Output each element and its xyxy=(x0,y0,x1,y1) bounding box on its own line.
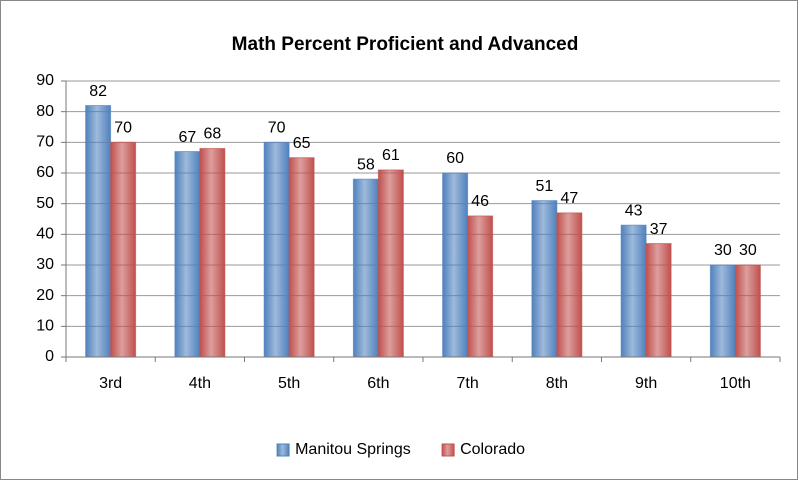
data-label: 58 xyxy=(357,156,375,173)
bar xyxy=(377,169,404,358)
y-tick-label: 50 xyxy=(36,195,54,212)
bar xyxy=(467,215,494,358)
y-tick-label: 20 xyxy=(36,287,54,304)
bar xyxy=(556,212,583,358)
bar xyxy=(442,172,469,358)
legend-swatch xyxy=(276,443,290,457)
y-tick-label: 60 xyxy=(36,164,54,181)
y-tick-label: 80 xyxy=(36,103,54,120)
bar xyxy=(199,147,226,358)
data-label: 46 xyxy=(471,193,489,210)
bar xyxy=(531,200,558,358)
bar xyxy=(352,178,379,358)
y-tick-label: 10 xyxy=(36,318,54,335)
bar xyxy=(620,224,647,358)
data-label: 51 xyxy=(535,178,553,195)
y-tick-label: 0 xyxy=(45,348,54,365)
x-tick-label: 9th xyxy=(635,375,657,392)
bar xyxy=(734,264,761,358)
data-label: 61 xyxy=(382,147,400,164)
x-tick-label: 10th xyxy=(720,375,751,392)
data-label: 67 xyxy=(178,129,196,146)
bar xyxy=(110,141,137,358)
x-tick-label: 4th xyxy=(189,375,211,392)
legend-swatch xyxy=(441,443,455,457)
data-label: 30 xyxy=(739,242,757,259)
x-tick-label: 8th xyxy=(546,375,568,392)
bar xyxy=(85,105,112,358)
x-tick-label: 7th xyxy=(457,375,479,392)
legend-label: Manitou Springs xyxy=(295,441,411,458)
x-tick-label: 3rd xyxy=(99,375,122,392)
x-tick-label: 6th xyxy=(367,375,389,392)
data-label: 30 xyxy=(714,242,732,259)
bar xyxy=(174,151,201,358)
data-label: 43 xyxy=(625,202,643,219)
data-label: 68 xyxy=(203,126,221,143)
data-label: 60 xyxy=(446,150,464,167)
legend-label: Colorado xyxy=(460,441,525,458)
chart-title: Math Percent Proficient and Advanced xyxy=(232,34,579,55)
y-tick-label: 30 xyxy=(36,256,54,273)
y-tick-label: 90 xyxy=(36,72,54,89)
bar xyxy=(263,141,290,358)
y-tick-label: 70 xyxy=(36,134,54,151)
data-label: 37 xyxy=(650,221,668,238)
x-tick-label: 5th xyxy=(278,375,300,392)
data-label: 70 xyxy=(268,120,286,137)
bar xyxy=(645,243,672,358)
data-label: 70 xyxy=(114,120,132,137)
data-label: 82 xyxy=(89,83,107,100)
data-label: 47 xyxy=(560,190,578,207)
bar xyxy=(288,157,315,358)
bar xyxy=(709,264,736,358)
data-label: 65 xyxy=(293,135,311,152)
y-tick-label: 40 xyxy=(36,226,54,243)
